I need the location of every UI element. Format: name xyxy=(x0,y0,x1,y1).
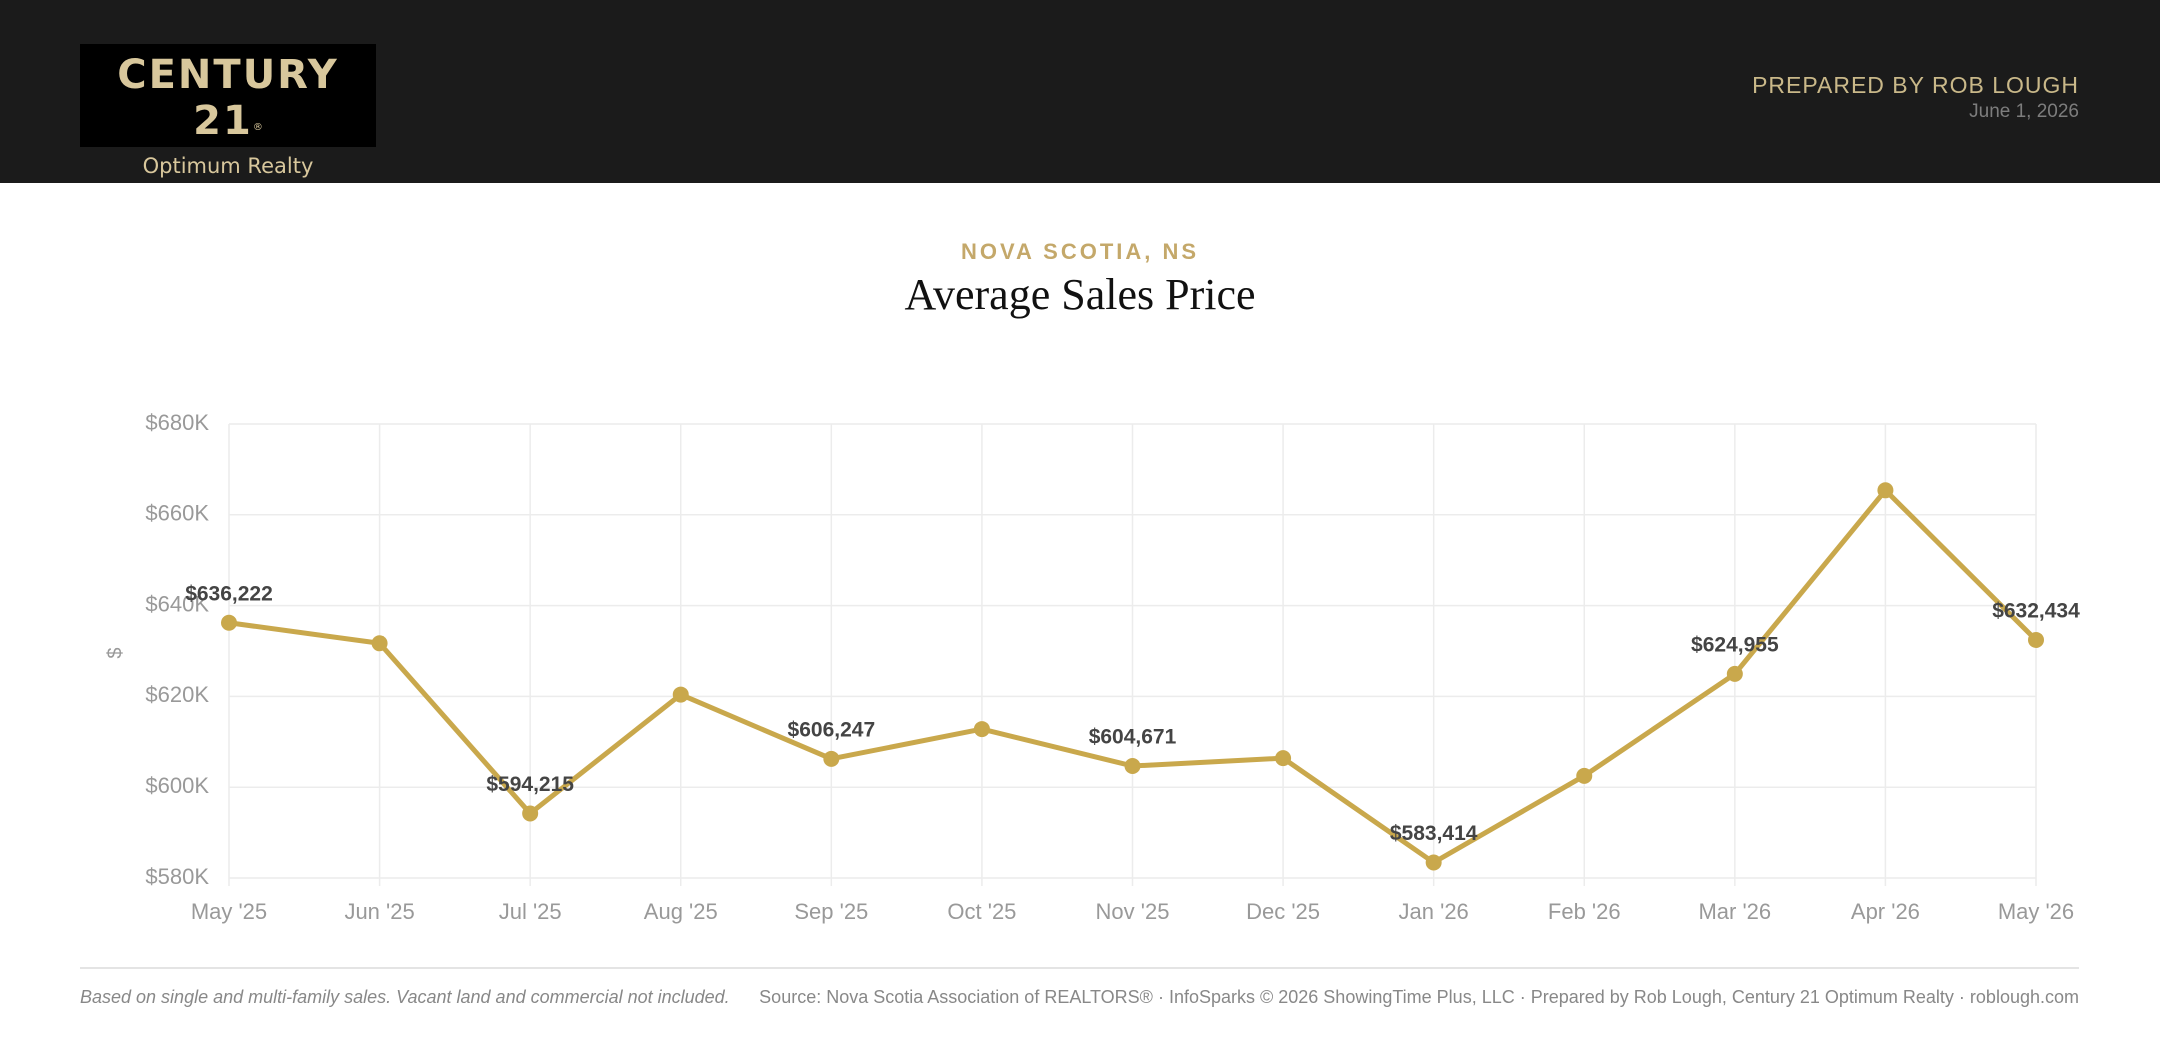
data-point xyxy=(1275,750,1292,767)
divider xyxy=(80,967,2079,969)
data-point xyxy=(1576,767,1593,784)
footer-source: Source: Nova Scotia Association of REALT… xyxy=(759,987,2079,1007)
header: CENTURY 21® Optimum Realty PREPARED BY R… xyxy=(0,0,2160,183)
chart-subtitle: NOVA SCOTIA, NS xyxy=(961,239,1199,264)
y-tick-label: $660K xyxy=(145,501,209,526)
data-point xyxy=(1877,482,1894,499)
data-label: $636,222 xyxy=(185,582,273,605)
x-tick-label: Jan '26 xyxy=(1399,899,1469,924)
x-tick-label: Dec '25 xyxy=(1246,899,1320,924)
x-tick-label: Nov '25 xyxy=(1096,899,1170,924)
data-point xyxy=(1124,757,1141,774)
y-axis-label: $ xyxy=(104,647,126,658)
prepared-by: PREPARED BY ROB LOUGH xyxy=(1752,72,2079,98)
y-tick-label: $580K xyxy=(145,864,209,889)
data-label: $632,434 xyxy=(1992,599,2080,622)
y-tick-label: $600K xyxy=(145,773,209,798)
data-point xyxy=(672,686,689,703)
y-tick-label: $620K xyxy=(145,682,209,707)
logo-mark: ® xyxy=(252,122,263,133)
x-tick-label: Mar '26 xyxy=(1698,899,1771,924)
x-tick-label: Jun '25 xyxy=(344,899,414,924)
data-point xyxy=(2028,631,2044,648)
x-tick-label: Oct '25 xyxy=(947,899,1016,924)
logo-subtitle: Optimum Realty xyxy=(142,154,314,178)
x-tick-label: Sep '25 xyxy=(794,899,868,924)
data-point xyxy=(1726,665,1743,682)
chart-title: Average Sales Price xyxy=(904,270,1255,319)
y-tick-label: $680K xyxy=(145,410,209,435)
data-point xyxy=(221,614,237,631)
data-label: $624,955 xyxy=(1691,633,1779,656)
logo-title: CENTURY 21® xyxy=(80,52,376,151)
footer-note: Based on single and multi-family sales. … xyxy=(80,987,730,1007)
prepared-block: PREPARED BY ROB LOUGH June 1, 2026 xyxy=(1752,71,2079,125)
x-tick-label: Apr '26 xyxy=(1851,899,1920,924)
x-tick-label: Feb '26 xyxy=(1548,899,1621,924)
data-label: $606,247 xyxy=(788,718,876,741)
data-label: $583,414 xyxy=(1390,822,1478,845)
data-label: $594,215 xyxy=(486,773,574,796)
report-date: June 1, 2026 xyxy=(1969,101,2079,122)
logo-title-text: CENTURY 21 xyxy=(117,52,339,144)
data-point xyxy=(973,721,990,738)
data-point xyxy=(1425,854,1442,871)
logo: CENTURY 21® Optimum Realty xyxy=(80,44,376,178)
data-label: $604,671 xyxy=(1089,726,1177,749)
data-point xyxy=(371,635,388,652)
x-tick-label: May '25 xyxy=(191,899,267,924)
x-tick-label: Jul '25 xyxy=(499,899,562,924)
x-tick-label: May '26 xyxy=(1998,899,2074,924)
chart: NOVA SCOTIA, NS Average Sales Price $ $5… xyxy=(104,239,2080,924)
data-point xyxy=(522,805,539,822)
x-tick-label: Aug '25 xyxy=(644,899,718,924)
y-tick-label: $640K xyxy=(145,591,209,616)
data-point xyxy=(823,750,840,767)
